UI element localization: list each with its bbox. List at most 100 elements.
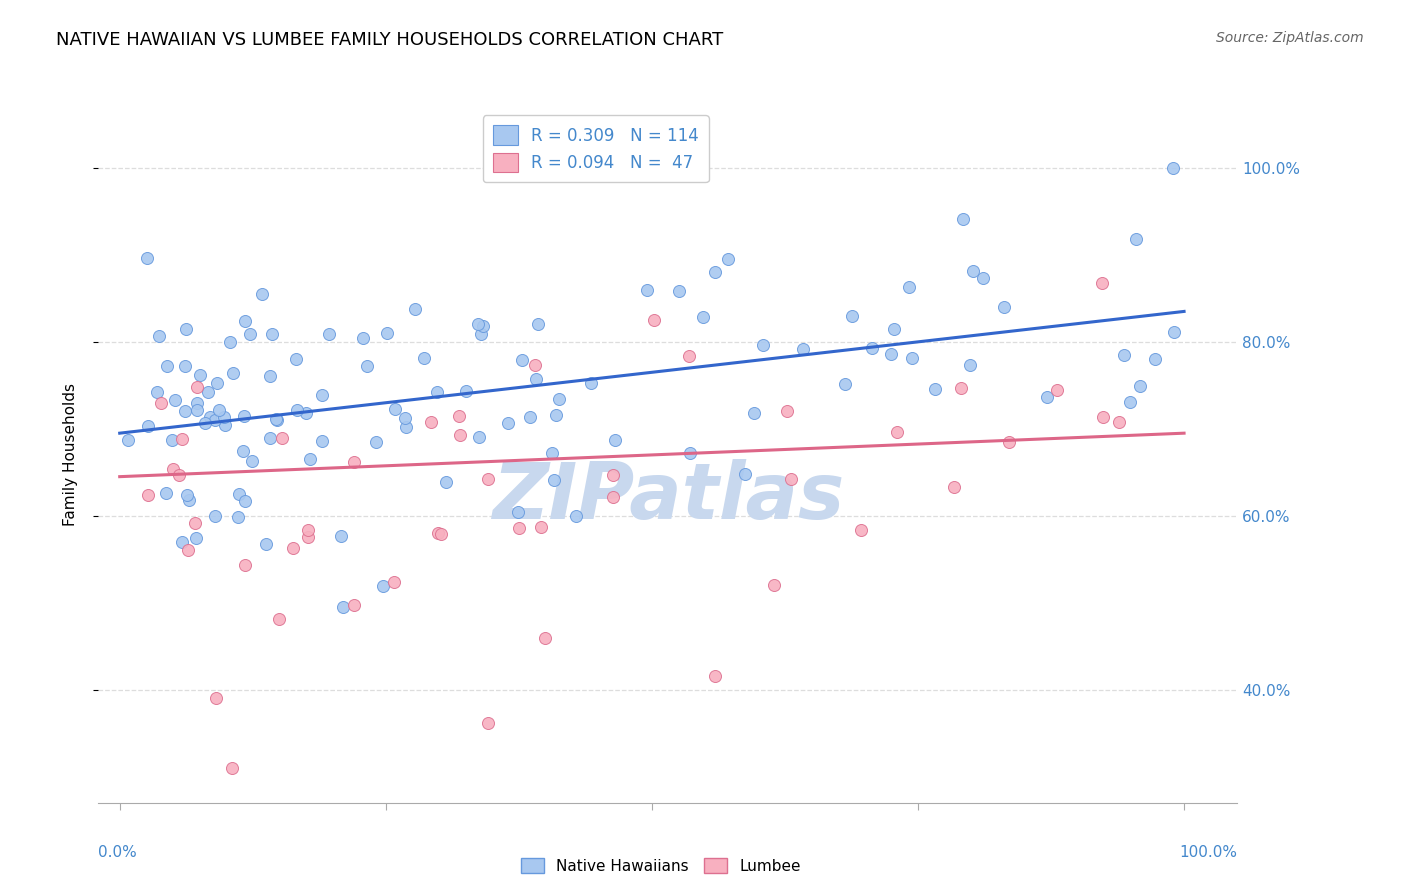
Point — [297, 530, 319, 544]
Point — [1108, 415, 1130, 429]
Point — [949, 381, 972, 395]
Point — [233, 558, 256, 573]
Point — [1163, 325, 1185, 339]
Point — [449, 409, 471, 423]
Point — [177, 542, 200, 557]
Point — [498, 416, 520, 430]
Point — [146, 384, 169, 399]
Point — [1046, 383, 1069, 397]
Point — [254, 536, 277, 550]
Point — [467, 317, 489, 331]
Point — [394, 410, 416, 425]
Point — [1091, 409, 1114, 424]
Point — [477, 472, 499, 486]
Point — [579, 376, 602, 391]
Point — [776, 404, 799, 418]
Point — [506, 505, 529, 519]
Point — [962, 264, 984, 278]
Point — [221, 366, 243, 380]
Point — [148, 329, 170, 343]
Point — [734, 467, 756, 482]
Point — [679, 446, 702, 460]
Point — [221, 761, 243, 775]
Point — [297, 524, 319, 538]
Point — [508, 521, 530, 535]
Point — [284, 351, 307, 366]
Point — [218, 335, 240, 350]
Point — [172, 433, 194, 447]
Point — [155, 486, 177, 500]
Point — [413, 351, 436, 365]
Point — [186, 396, 208, 410]
Point — [477, 715, 499, 730]
Point — [1125, 232, 1147, 246]
Point — [343, 598, 366, 612]
Point — [259, 369, 281, 384]
Point — [751, 337, 773, 351]
Point — [834, 377, 856, 392]
Point — [343, 455, 366, 469]
Point — [1119, 395, 1142, 409]
Point — [519, 410, 541, 425]
Point — [204, 413, 226, 427]
Point — [240, 454, 263, 468]
Point — [534, 631, 557, 645]
Point — [395, 419, 418, 434]
Point — [1112, 348, 1135, 362]
Point — [404, 302, 426, 317]
Point — [668, 285, 690, 299]
Point — [266, 413, 288, 427]
Point — [883, 322, 905, 336]
Point — [742, 406, 765, 420]
Point — [541, 446, 564, 460]
Point — [204, 508, 226, 523]
Point — [184, 516, 207, 530]
Point — [214, 417, 236, 432]
Point — [471, 319, 494, 334]
Point — [330, 528, 353, 542]
Point — [160, 433, 183, 447]
Point — [163, 392, 186, 407]
Point — [849, 523, 872, 537]
Point — [993, 300, 1015, 314]
Point — [384, 402, 406, 417]
Point — [232, 443, 254, 458]
Point — [173, 359, 195, 373]
Point — [311, 434, 333, 448]
Point — [565, 509, 588, 524]
Point — [232, 409, 254, 424]
Point — [186, 403, 208, 417]
Text: 100.0%: 100.0% — [1180, 845, 1237, 860]
Point — [318, 326, 340, 341]
Point — [602, 467, 624, 482]
Point — [311, 387, 333, 401]
Point — [792, 342, 814, 356]
Point — [860, 342, 883, 356]
Point — [136, 252, 159, 266]
Point — [250, 287, 273, 301]
Point — [523, 359, 546, 373]
Legend: Native Hawaiians, Lumbee: Native Hawaiians, Lumbee — [515, 852, 807, 880]
Point — [188, 368, 211, 383]
Point — [527, 318, 550, 332]
Point — [269, 612, 291, 626]
Point — [136, 418, 159, 433]
Point — [901, 351, 924, 366]
Point — [205, 376, 228, 391]
Point — [174, 321, 197, 335]
Point — [897, 280, 920, 294]
Point — [233, 494, 256, 508]
Point — [262, 326, 284, 341]
Point — [468, 430, 491, 444]
Text: 0.0%: 0.0% — [98, 845, 138, 860]
Point — [1143, 351, 1166, 366]
Point — [998, 435, 1021, 450]
Point — [285, 403, 308, 417]
Point — [136, 488, 159, 502]
Text: NATIVE HAWAIIAN VS LUMBEE FAMILY HOUSEHOLDS CORRELATION CHART: NATIVE HAWAIIAN VS LUMBEE FAMILY HOUSEHO… — [56, 31, 724, 49]
Point — [382, 575, 405, 590]
Point — [259, 431, 281, 445]
Point — [1129, 379, 1152, 393]
Point — [295, 406, 318, 420]
Point — [643, 312, 665, 326]
